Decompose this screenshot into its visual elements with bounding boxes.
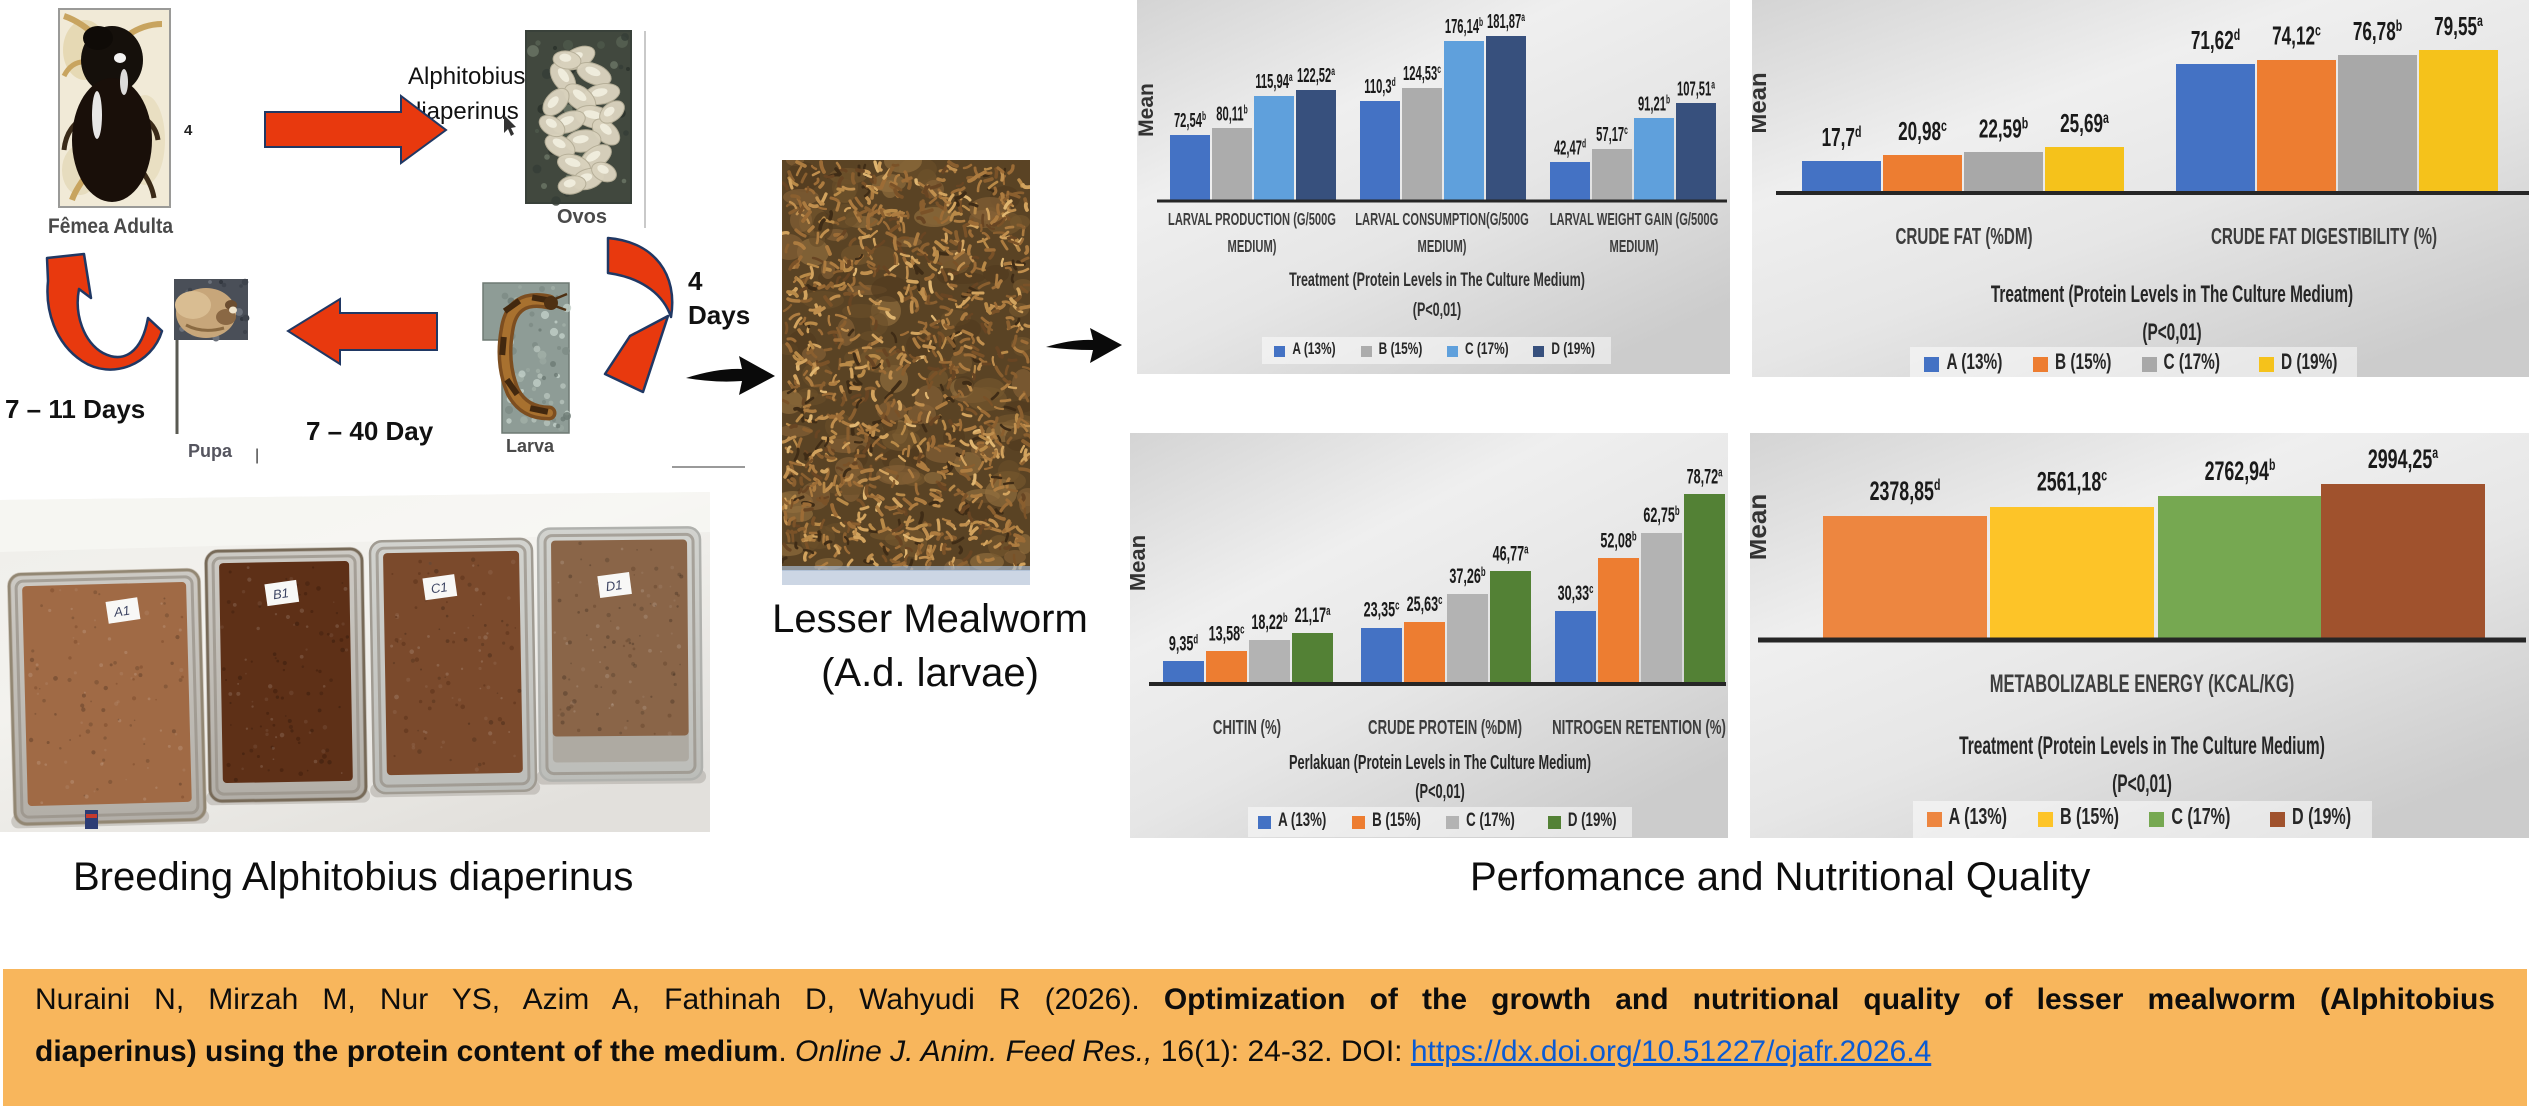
svg-text:7 – 11 Days: 7 – 11 Days bbox=[5, 394, 145, 424]
svg-text:2762,94b: 2762,94b bbox=[2205, 455, 2276, 486]
svg-text:Ovos: Ovos bbox=[557, 206, 607, 228]
svg-text:Mean: Mean bbox=[1137, 83, 1158, 137]
svg-text:25,69a: 25,69a bbox=[2060, 108, 2109, 138]
svg-text:2561,18c: 2561,18c bbox=[2037, 466, 2108, 497]
svg-text:CRUDE FAT (%DM): CRUDE FAT (%DM) bbox=[1895, 224, 2032, 250]
svg-text:78,72a: 78,72a bbox=[1687, 464, 1724, 488]
svg-text:37,26b: 37,26b bbox=[1449, 564, 1486, 588]
svg-text:Mean: Mean bbox=[1130, 535, 1150, 591]
svg-text:A (13%): A (13%) bbox=[1292, 340, 1335, 359]
svg-text:122,52a: 122,52a bbox=[1297, 65, 1335, 87]
svg-text:76,78b: 76,78b bbox=[2353, 16, 2402, 46]
svg-text:57,17c: 57,17c bbox=[1596, 124, 1628, 146]
svg-text:176,14b: 176,14b bbox=[1445, 16, 1483, 38]
svg-text:C (17%): C (17%) bbox=[1465, 340, 1509, 359]
svg-text:17,7d: 17,7d bbox=[1822, 123, 1862, 153]
svg-text:C (17%): C (17%) bbox=[2164, 350, 2220, 374]
svg-text:9,35d: 9,35d bbox=[1169, 631, 1198, 655]
svg-text:Fêmea Adulta: Fêmea Adulta bbox=[48, 215, 173, 238]
svg-text:METABOLIZABLE ENERGY (KCAL/KG): METABOLIZABLE ENERGY (KCAL/KG) bbox=[1990, 671, 2295, 698]
svg-text:30,33c: 30,33c bbox=[1558, 581, 1594, 605]
svg-text:21,17a: 21,17a bbox=[1295, 603, 1332, 627]
svg-text:(P<0,01): (P<0,01) bbox=[2112, 770, 2172, 798]
svg-text:25,63c: 25,63c bbox=[1407, 592, 1443, 616]
svg-text:4: 4 bbox=[688, 266, 703, 296]
svg-text:(P<0,01): (P<0,01) bbox=[1415, 780, 1464, 803]
svg-text:C (17%): C (17%) bbox=[1466, 810, 1515, 831]
svg-text:62,75b: 62,75b bbox=[1643, 502, 1680, 526]
svg-text:D (19%): D (19%) bbox=[2281, 350, 2337, 374]
svg-text:CRUDE PROTEIN (%DM): CRUDE PROTEIN (%DM) bbox=[1368, 716, 1522, 738]
svg-text:D (19%): D (19%) bbox=[1551, 340, 1595, 359]
svg-text:80,11b: 80,11b bbox=[1216, 103, 1248, 125]
svg-text:46,77a: 46,77a bbox=[1493, 541, 1530, 565]
svg-text:Mean: Mean bbox=[1752, 72, 1772, 133]
svg-text:A1: A1 bbox=[112, 603, 131, 620]
svg-text:2994,25a: 2994,25a bbox=[2368, 443, 2439, 474]
svg-text:Treatment (Protein Levels in T: Treatment (Protein Levels in The Culture… bbox=[1991, 282, 2353, 308]
svg-text:Treatment (Protein Levels in T: Treatment (Protein Levels in The Culture… bbox=[1959, 732, 2325, 760]
svg-text:22,59b: 22,59b bbox=[1979, 114, 2028, 144]
svg-text:79,55a: 79,55a bbox=[2434, 11, 2483, 41]
svg-text:(P<0,01): (P<0,01) bbox=[2142, 320, 2201, 346]
svg-text:C (17%): C (17%) bbox=[2171, 804, 2230, 829]
svg-text:91,21b: 91,21b bbox=[1638, 93, 1670, 115]
svg-text:|: | bbox=[255, 447, 259, 464]
svg-text:72,54b: 72,54b bbox=[1174, 110, 1206, 132]
svg-text:Larva: Larva bbox=[506, 436, 555, 456]
svg-text:181,87a: 181,87a bbox=[1487, 11, 1525, 33]
svg-text:20,98c: 20,98c bbox=[1898, 117, 1947, 147]
svg-text:18,22b: 18,22b bbox=[1251, 610, 1288, 634]
svg-text:LARVAL PRODUCTION (G/500G: LARVAL PRODUCTION (G/500G bbox=[1168, 209, 1336, 229]
svg-text:71,62d: 71,62d bbox=[2191, 25, 2240, 55]
svg-text:B (15%): B (15%) bbox=[2055, 350, 2111, 374]
svg-text:D (19%): D (19%) bbox=[2292, 804, 2351, 829]
svg-text:CHITIN (%): CHITIN (%) bbox=[1213, 716, 1281, 738]
svg-text:107,51a: 107,51a bbox=[1677, 78, 1715, 100]
svg-text:LARVAL CONSUMPTION(G/500G: LARVAL CONSUMPTION(G/500G bbox=[1355, 209, 1529, 229]
svg-text:Days: Days bbox=[688, 300, 750, 330]
svg-text:115,94a: 115,94a bbox=[1255, 71, 1293, 93]
svg-text:(P<0,01): (P<0,01) bbox=[1413, 299, 1461, 320]
svg-text:A (13%): A (13%) bbox=[1278, 810, 1326, 831]
svg-text:Perlakuan (Protein Levels in T: Perlakuan (Protein Levels in The Culture… bbox=[1289, 751, 1591, 774]
svg-text:23,35c: 23,35c bbox=[1364, 597, 1400, 621]
svg-text:124,53c: 124,53c bbox=[1403, 63, 1441, 85]
svg-text:4: 4 bbox=[184, 122, 193, 139]
svg-text:Treatment (Protein Levels in T: Treatment (Protein Levels in The Culture… bbox=[1289, 269, 1585, 290]
svg-text:A (13%): A (13%) bbox=[1949, 804, 2007, 829]
svg-text:74,12c: 74,12c bbox=[2272, 21, 2321, 51]
svg-text:7 – 40 Day: 7 – 40 Day bbox=[306, 416, 434, 446]
svg-text:42,47d: 42,47d bbox=[1554, 137, 1586, 159]
svg-text:CRUDE FAT DIGESTIBILITY (%): CRUDE FAT DIGESTIBILITY (%) bbox=[2211, 224, 2437, 250]
svg-text:LARVAL WEIGHT GAIN (G/500G: LARVAL WEIGHT GAIN (G/500G bbox=[1550, 209, 1719, 229]
svg-text:MEDIUM): MEDIUM) bbox=[1418, 236, 1467, 256]
svg-text:Pupa: Pupa bbox=[188, 441, 233, 461]
svg-text:B1: B1 bbox=[272, 585, 290, 602]
svg-text:MEDIUM): MEDIUM) bbox=[1228, 236, 1277, 256]
svg-text:2378,85d: 2378,85d bbox=[1870, 475, 1941, 506]
svg-text:D (19%): D (19%) bbox=[1568, 810, 1617, 831]
svg-text:MEDIUM): MEDIUM) bbox=[1610, 236, 1659, 256]
svg-text:52,08b: 52,08b bbox=[1600, 528, 1637, 552]
svg-text:B (15%): B (15%) bbox=[1379, 340, 1423, 359]
svg-text:B (15%): B (15%) bbox=[2060, 804, 2119, 829]
svg-text:D1: D1 bbox=[605, 577, 623, 594]
svg-text:C1: C1 bbox=[430, 579, 449, 596]
svg-text:A (13%): A (13%) bbox=[1946, 350, 2002, 374]
svg-text:110,3d: 110,3d bbox=[1364, 76, 1396, 98]
svg-text:NITROGEN RETENTION (%): NITROGEN RETENTION (%) bbox=[1552, 716, 1726, 738]
svg-text:Mean: Mean bbox=[1750, 494, 1772, 560]
svg-text:Alphitobius: Alphitobius bbox=[408, 63, 525, 90]
svg-text:13,58c: 13,58c bbox=[1209, 621, 1245, 645]
svg-text:B (15%): B (15%) bbox=[1372, 810, 1421, 831]
